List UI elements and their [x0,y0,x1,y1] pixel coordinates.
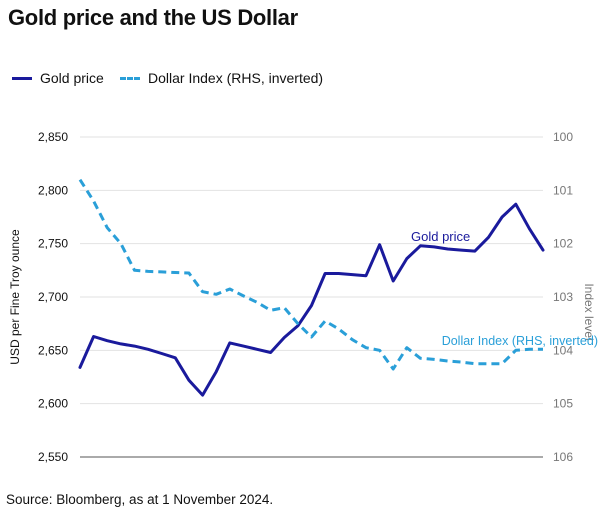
gold-price-annotation: Gold price [411,229,470,244]
dollar-index-line [78,178,543,371]
legend-item-dollar-index: Dollar Index (RHS, inverted) [120,70,323,86]
y-right-tick-label: 102 [553,237,573,251]
legend-item-gold-price: Gold price [12,70,104,86]
y-left-tick-label: 2,800 [38,183,68,197]
y-left-tick-label: 2,700 [38,290,68,304]
series-lines [78,178,545,397]
legend-line-solid-icon [12,76,32,80]
y-right-tick-label: 104 [553,343,573,357]
source-note: Source: Bloomberg, as at 1 November 2024… [6,492,274,507]
y-left-tick-label: 2,550 [38,450,68,464]
gold-price-line [78,202,545,397]
y-left-axis-title: USD per Fine Troy ounce [8,229,22,365]
axes [80,456,543,458]
y-left-tick-label: 2,850 [38,130,68,144]
chart-labels: 2,550 2,600 2,650 2,700 2,750 2,800 2,850 100 10… [8,130,598,464]
y-right-tick-label: 105 [553,397,573,411]
dollar-index-annotation: Dollar Index (RHS, inverted) [442,334,598,348]
gridlines [80,136,543,405]
y-right-axis-title: Index level [582,283,596,340]
legend-label-gold-price: Gold price [40,70,104,86]
y-right-tick-label: 100 [553,130,573,144]
y-right-tick-label: 101 [553,183,573,197]
y-left-tick-label: 2,650 [38,343,68,357]
chart-area: 2,550 2,600 2,650 2,700 2,750 2,800 2,850 100 10… [8,130,598,464]
legend-line-dashed-icon [120,76,140,80]
y-right-tick-label: 103 [553,290,573,304]
chart-title: Gold price and the US Dollar [8,5,298,30]
y-left-tick-label: 2,600 [38,397,68,411]
legend-label-dollar-index: Dollar Index (RHS, inverted) [148,70,324,86]
y-right-tick-label: 106 [553,450,573,464]
y-left-tick-label: 2,750 [38,237,68,251]
